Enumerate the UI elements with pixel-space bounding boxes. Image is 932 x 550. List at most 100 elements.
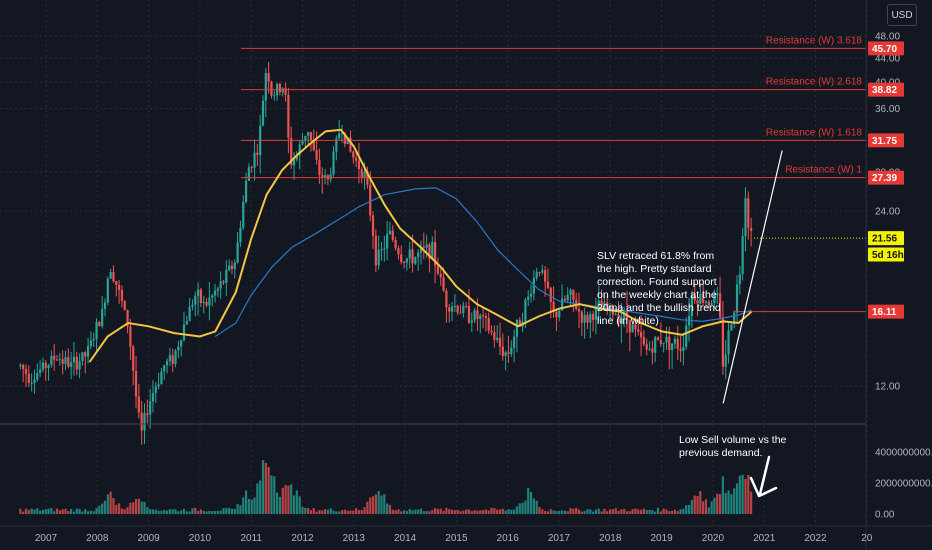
- candle-body: [699, 294, 702, 304]
- volume-bar: [86, 511, 90, 514]
- candle-body: [81, 352, 84, 362]
- volume-bar: [400, 511, 403, 514]
- candle-body: [414, 257, 417, 264]
- volume-bar: [747, 474, 750, 514]
- volume-bar: [535, 500, 538, 514]
- volume-bar: [143, 501, 146, 514]
- volume-bar: [115, 504, 118, 514]
- candle-body: [352, 151, 355, 158]
- candle-body: [340, 132, 344, 134]
- price-tag: [868, 231, 904, 246]
- candle-body: [603, 302, 606, 308]
- candle-body: [473, 310, 476, 321]
- candle-body: [710, 303, 713, 306]
- candle-body: [236, 242, 239, 263]
- volume-bar: [236, 504, 239, 514]
- volume-bar: [741, 474, 744, 514]
- price-tag-label: 16.11: [872, 307, 897, 318]
- volume-bar: [123, 509, 126, 514]
- candle-body: [374, 235, 377, 266]
- volume-bar: [352, 510, 355, 514]
- volume-tick-label: 0.00: [875, 510, 895, 521]
- volume-bar: [546, 511, 550, 514]
- volume-axis[interactable]: 4000000000.00 2000000000.00 0.00: [875, 448, 932, 521]
- candle-body: [185, 320, 188, 325]
- candle-body: [462, 305, 465, 313]
- candle-body: [329, 174, 332, 180]
- volume-bar: [360, 510, 363, 514]
- volume-bar: [160, 510, 163, 514]
- candle-body: [182, 324, 186, 341]
- currency-button[interactable]: USD: [887, 4, 917, 26]
- candle-body: [120, 290, 124, 301]
- candle-body: [70, 362, 73, 367]
- volume-bar: [39, 510, 42, 514]
- candle-body: [140, 412, 143, 431]
- candle-body: [132, 346, 135, 371]
- candle-body: [586, 315, 589, 323]
- candle-body: [92, 338, 95, 341]
- candle-body: [479, 315, 482, 319]
- volume-bar: [682, 508, 685, 514]
- volume-bar: [194, 507, 197, 514]
- volume-bar: [380, 495, 383, 514]
- candle-body: [597, 300, 600, 307]
- volume-bar: [431, 510, 434, 514]
- volume-bar: [261, 460, 265, 514]
- volume-bar: [713, 497, 716, 514]
- volume-bar: [397, 509, 400, 514]
- volume-bar: [290, 484, 293, 514]
- volume-bar: [676, 511, 679, 514]
- volume-bar: [61, 509, 64, 514]
- candle-body: [101, 308, 104, 327]
- candle-body: [563, 298, 566, 301]
- volume-bar: [563, 510, 566, 514]
- bullish-trend-line[interactable]: [722, 150, 783, 404]
- volume-bar: [47, 508, 50, 514]
- volume-bar: [377, 491, 380, 514]
- candle-body: [671, 343, 674, 350]
- volume-bar: [22, 511, 25, 514]
- candle-body: [295, 155, 298, 160]
- volume-bar: [264, 462, 267, 514]
- volume-bar: [439, 508, 442, 514]
- volume-bar: [154, 509, 157, 514]
- candle-body: [685, 325, 688, 347]
- candle-body: [572, 289, 575, 300]
- candle-body: [600, 300, 603, 308]
- volume-bar: [84, 509, 87, 514]
- volume-bar: [555, 511, 558, 514]
- volume-bar: [735, 483, 739, 514]
- candle-body: [394, 239, 397, 249]
- volume-bar: [549, 509, 552, 514]
- volume-bar: [651, 510, 654, 514]
- candle-body: [208, 297, 211, 306]
- volume-bar: [580, 511, 583, 514]
- volume-bar: [332, 510, 335, 514]
- candle-body: [665, 336, 668, 343]
- volume-annotation-note[interactable]: Low Sell volume vs the previous demand.: [679, 434, 787, 459]
- volume-bar: [642, 508, 646, 514]
- candle-body: [309, 132, 313, 140]
- volume-bar: [597, 508, 600, 514]
- candle-body: [225, 270, 228, 283]
- time-axis[interactable]: 2007 2008 2009 2010 2011 2012 2013 2014 2015 2016…: [35, 533, 873, 544]
- candle-body: [72, 356, 76, 363]
- volume-bar: [27, 510, 30, 514]
- time-tick-label: 20: [861, 533, 873, 544]
- volume-bar: [134, 499, 138, 514]
- volume-bar: [343, 509, 346, 514]
- time-tick-label: 2010: [189, 533, 212, 544]
- candle-body: [476, 310, 479, 319]
- candle-body: [679, 348, 682, 351]
- candle-body: [422, 246, 425, 248]
- candle-body: [312, 139, 315, 151]
- candle-body: [566, 294, 569, 301]
- annotation-note[interactable]: SLV retraced 61.8% from the high. Pretty…: [597, 250, 721, 327]
- volume-bar: [662, 508, 665, 514]
- volume-bar: [577, 509, 581, 514]
- volume-bar: [75, 508, 78, 514]
- candle-body: [428, 244, 431, 259]
